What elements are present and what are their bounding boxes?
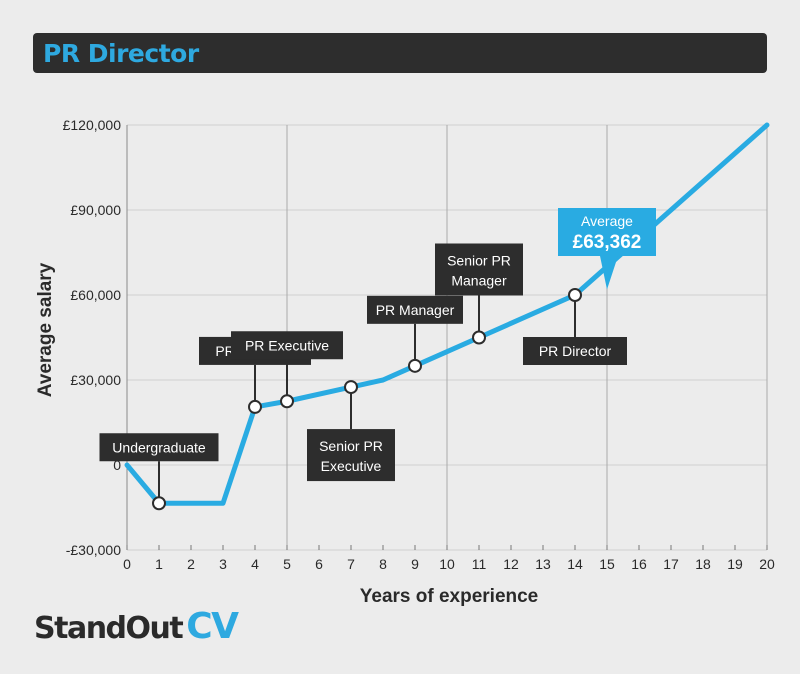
milestone-label: PR Director bbox=[523, 337, 627, 365]
milestone-label-text: Manager bbox=[451, 273, 507, 289]
milestone-label-box bbox=[435, 243, 523, 296]
milestone-point bbox=[408, 358, 422, 373]
x-tick-label: 3 bbox=[219, 556, 227, 572]
standout-cv-logo: StandOut CV bbox=[34, 606, 239, 647]
milestone-label-box bbox=[231, 331, 343, 360]
x-axis-title: Years of experience bbox=[360, 586, 539, 607]
average-callout-box bbox=[558, 208, 656, 290]
x-tick-label: 9 bbox=[411, 556, 419, 572]
average-callout-value: £63,362 bbox=[573, 232, 642, 253]
milestone-label-text: Senior PR bbox=[319, 438, 383, 454]
page-title: PR Director bbox=[43, 39, 199, 68]
x-tick-label: 10 bbox=[439, 556, 455, 572]
x-tick-label: 12 bbox=[503, 556, 519, 572]
milestone-label-text: Senior PR bbox=[447, 253, 511, 269]
milestone-label-box bbox=[523, 337, 627, 365]
milestone-label-text: PR Director bbox=[539, 343, 612, 359]
average-callout: Average £63,362 bbox=[558, 208, 656, 290]
x-tick-label: 15 bbox=[599, 556, 615, 572]
x-tick-label: 8 bbox=[379, 556, 387, 572]
milestone-label-text: PR Executive bbox=[245, 337, 329, 353]
milestone-label: PR Manager bbox=[367, 295, 463, 324]
title-bar: PR Director bbox=[33, 33, 767, 73]
milestone-point bbox=[280, 394, 294, 409]
logo-text-main: StandOut bbox=[34, 611, 184, 646]
x-tick-label: 17 bbox=[663, 556, 679, 572]
x-tick-label: 2 bbox=[187, 556, 195, 572]
milestone-label-box bbox=[307, 429, 395, 482]
milestone-label: PR Executive bbox=[231, 331, 343, 360]
average-callout-label: Average bbox=[581, 213, 633, 229]
x-tick-label: 4 bbox=[251, 556, 259, 572]
y-tick-label: £120,000 bbox=[63, 117, 122, 133]
x-tick-label: 14 bbox=[567, 556, 583, 572]
x-tick-label: 5 bbox=[283, 556, 291, 572]
y-tick-label: 0 bbox=[113, 457, 121, 473]
x-tick-label: 11 bbox=[472, 556, 487, 572]
x-tick-label: 6 bbox=[315, 556, 323, 572]
milestone-label-text: PR Manager bbox=[376, 302, 455, 318]
y-tick-label: £60,000 bbox=[70, 287, 121, 303]
milestone-label-box bbox=[367, 295, 463, 324]
milestone-label: Undergraduate bbox=[99, 433, 219, 462]
milestone-point bbox=[344, 380, 358, 395]
milestone-label-box bbox=[99, 433, 219, 462]
y-tick-label: -£30,000 bbox=[66, 542, 121, 558]
x-tick-label: 16 bbox=[631, 556, 647, 572]
logo-text-accent: CV bbox=[186, 606, 239, 647]
milestone-label: Senior PR Manager bbox=[435, 243, 523, 296]
milestone-label-text: Undergraduate bbox=[112, 439, 206, 455]
y-tick-label: £30,000 bbox=[70, 372, 121, 388]
y-axis-title: Average salary bbox=[35, 262, 56, 397]
x-tick-label: 0 bbox=[123, 556, 131, 572]
milestone-label-text: Executive bbox=[321, 458, 382, 474]
x-tick-label: 7 bbox=[347, 556, 355, 572]
milestone-point bbox=[152, 496, 166, 511]
milestone-label: Senior PR Executive bbox=[307, 429, 395, 482]
x-tick-label: 18 bbox=[695, 556, 711, 572]
x-tick-label: 19 bbox=[727, 556, 743, 572]
x-tick-label: 1 bbox=[155, 556, 163, 572]
x-tick-label: 13 bbox=[535, 556, 551, 572]
milestone-point bbox=[568, 288, 582, 302]
milestone-point bbox=[472, 330, 486, 345]
milestone-point bbox=[248, 399, 262, 414]
x-tick-label: 20 bbox=[759, 556, 775, 572]
y-tick-label: £90,000 bbox=[70, 202, 121, 218]
